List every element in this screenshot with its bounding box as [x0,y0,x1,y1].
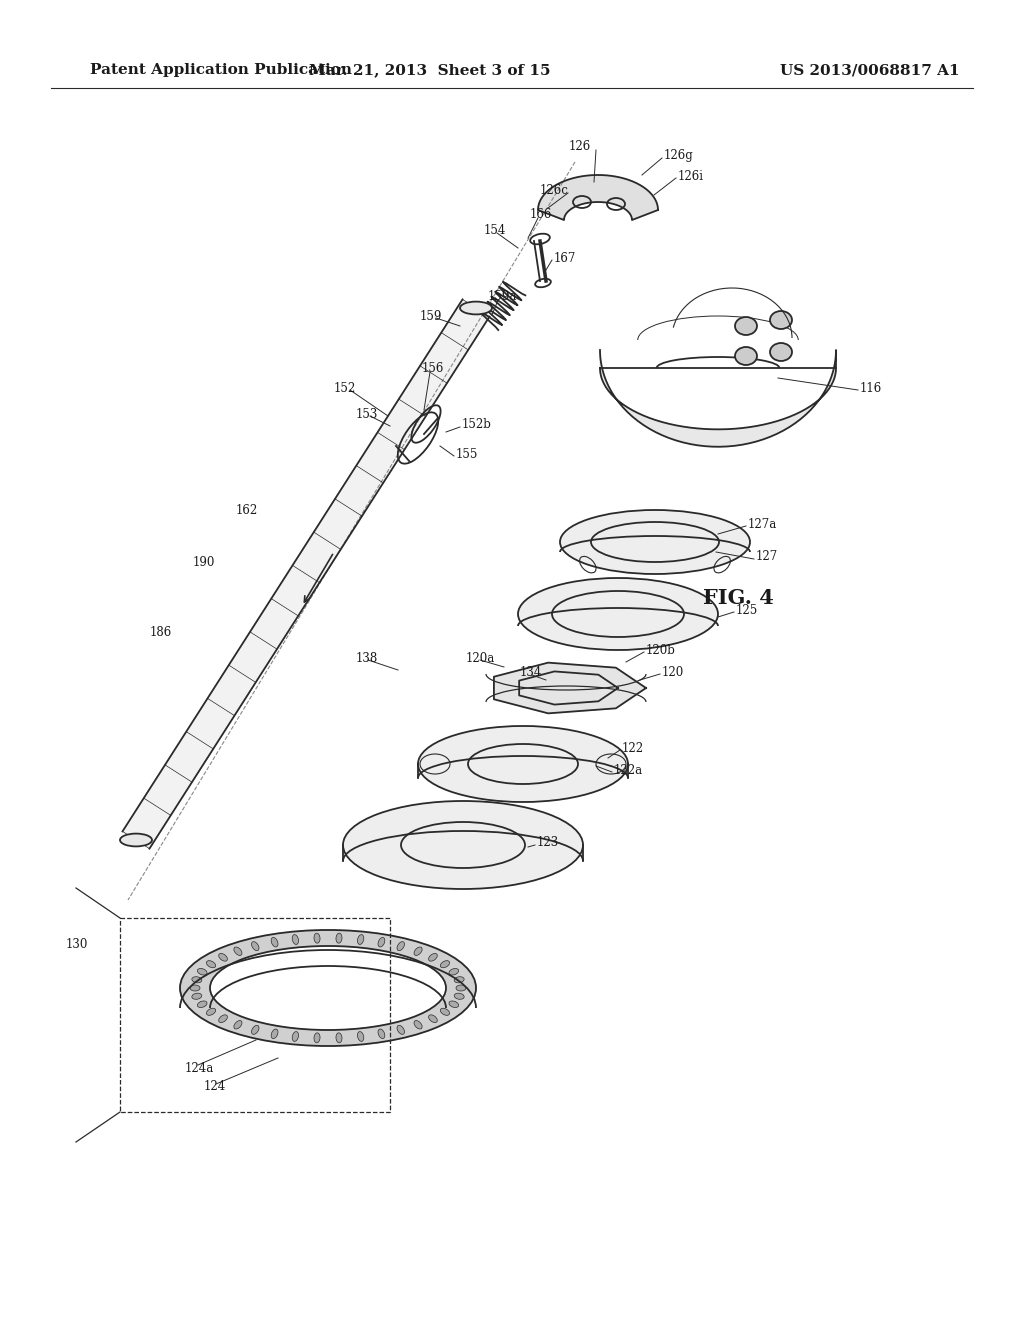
Ellipse shape [336,1032,342,1043]
Text: 127: 127 [756,550,778,564]
Ellipse shape [219,1015,227,1023]
Ellipse shape [460,301,492,314]
Ellipse shape [292,1031,299,1041]
Ellipse shape [207,961,216,968]
Polygon shape [600,350,836,446]
Ellipse shape [378,937,385,946]
Text: 120: 120 [662,665,684,678]
Text: 162: 162 [236,503,258,516]
Text: 123: 123 [537,837,559,850]
Ellipse shape [292,935,299,944]
Text: 120b: 120b [646,644,676,656]
Ellipse shape [418,726,628,803]
Ellipse shape [357,935,364,944]
Text: FIG. 4: FIG. 4 [702,587,773,609]
Ellipse shape [198,1001,207,1007]
Ellipse shape [314,1032,321,1043]
Text: 126: 126 [569,140,591,153]
Ellipse shape [449,1001,459,1007]
Text: 126c: 126c [540,185,569,198]
Ellipse shape [440,1008,450,1015]
Ellipse shape [397,1026,404,1035]
Text: 124: 124 [204,1081,226,1093]
Text: 138: 138 [356,652,378,664]
Ellipse shape [198,969,207,975]
Text: 152: 152 [334,381,356,395]
Ellipse shape [518,578,718,649]
Ellipse shape [440,961,450,968]
Ellipse shape [429,1015,437,1023]
Ellipse shape [560,510,750,574]
Ellipse shape [219,953,227,961]
Text: 124a: 124a [185,1061,214,1074]
Text: 130: 130 [66,937,88,950]
Text: 190: 190 [193,556,215,569]
Ellipse shape [343,801,583,888]
Ellipse shape [456,985,466,991]
Ellipse shape [455,993,464,999]
Ellipse shape [449,969,459,975]
Polygon shape [494,663,646,713]
Ellipse shape [252,941,259,950]
Ellipse shape [120,834,152,846]
Ellipse shape [414,1020,422,1030]
Ellipse shape [735,317,757,335]
Text: 153: 153 [356,408,379,421]
Ellipse shape [314,933,321,944]
Text: 167: 167 [554,252,577,264]
Text: 155: 155 [456,447,478,461]
Polygon shape [538,176,658,220]
Ellipse shape [770,312,792,329]
Ellipse shape [271,1030,278,1039]
Text: 127a: 127a [748,517,777,531]
Text: 122a: 122a [614,763,643,776]
Text: 134: 134 [520,667,543,680]
Polygon shape [123,300,489,849]
Text: 156: 156 [422,363,444,375]
Text: 154: 154 [484,224,507,238]
Text: 166: 166 [530,209,552,222]
Text: 159a: 159a [488,290,517,304]
Ellipse shape [252,1026,259,1035]
Ellipse shape [735,347,757,366]
Text: 152b: 152b [462,418,492,432]
Ellipse shape [378,1030,385,1039]
Text: Patent Application Publication: Patent Application Publication [90,63,352,77]
Text: 126i: 126i [678,169,705,182]
Ellipse shape [429,953,437,961]
Ellipse shape [207,1008,216,1015]
Ellipse shape [191,993,202,999]
Ellipse shape [414,946,422,956]
Ellipse shape [397,941,404,950]
Ellipse shape [357,1031,364,1041]
Text: 122: 122 [622,742,644,755]
Text: 116: 116 [860,381,883,395]
Text: 186: 186 [150,626,172,639]
Text: 126g: 126g [664,149,693,162]
Text: 120a: 120a [466,652,496,664]
Text: Mar. 21, 2013  Sheet 3 of 15: Mar. 21, 2013 Sheet 3 of 15 [309,63,551,77]
Ellipse shape [271,937,278,946]
Polygon shape [180,931,476,1045]
Ellipse shape [191,977,202,983]
Text: 159: 159 [420,309,442,322]
Ellipse shape [190,985,200,991]
Ellipse shape [336,933,342,944]
Ellipse shape [233,1020,242,1030]
Text: US 2013/0068817 A1: US 2013/0068817 A1 [780,63,959,77]
Ellipse shape [770,343,792,360]
Text: 125: 125 [736,603,758,616]
Ellipse shape [233,946,242,956]
Ellipse shape [455,977,464,983]
